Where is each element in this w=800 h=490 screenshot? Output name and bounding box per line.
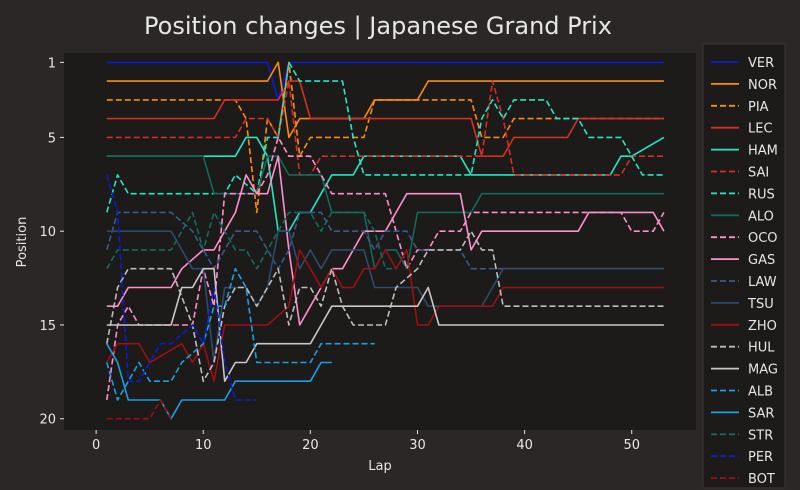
- series-line-pia: [106, 61, 664, 214]
- series-line-sar: [106, 343, 332, 420]
- legend-label-hul: HUL: [748, 341, 775, 356]
- y-tick-label: 5: [48, 131, 56, 146]
- y-axis-label: Position: [15, 217, 30, 268]
- legend-label-zho: ZHO: [748, 319, 777, 334]
- series-line-alb: [106, 267, 375, 401]
- legend-label-alb: ALB: [748, 385, 773, 400]
- y-tick-label: 20: [39, 413, 56, 428]
- legend-label-tsu: TSU: [747, 297, 774, 312]
- legend-label-per: PER: [748, 450, 773, 465]
- series-line-mag: [106, 267, 664, 383]
- y-tick-label: 10: [39, 225, 56, 240]
- series-line-lec: [106, 80, 664, 157]
- series-line-oco: [106, 136, 665, 401]
- chart-title: Position changes | Japanese Grand Prix: [144, 12, 612, 40]
- x-tick-label: 50: [623, 438, 640, 453]
- legend-label-lec: LEC: [748, 122, 773, 137]
- x-tick-label: 10: [195, 438, 212, 453]
- series-line-law: [106, 211, 664, 270]
- y-tick-label: 1: [48, 56, 56, 71]
- x-tick-label: 20: [302, 438, 319, 453]
- y-tick-label: 15: [39, 319, 56, 334]
- legend-label-nor: NOR: [748, 78, 777, 93]
- series-line-sai: [106, 80, 664, 176]
- legend-label-bot: BOT: [748, 472, 775, 487]
- legend-label-oco: OCO: [748, 231, 778, 246]
- legend: VER NOR PIA LEC HAM SAI RUS ALO OCO GAS LAW TSU ZHO H…: [702, 43, 786, 489]
- legend-label-mag: MAG: [748, 363, 778, 378]
- series-line-str: [106, 211, 397, 270]
- legend-label-pia: PIA: [748, 100, 769, 115]
- x-tick-label: 0: [92, 438, 100, 453]
- series-line-per: [106, 174, 257, 401]
- legend-label-sai: SAI: [748, 166, 769, 181]
- legend-box: [702, 43, 786, 489]
- plot-area: [64, 53, 696, 430]
- series-line-rus: [106, 61, 664, 213]
- legend-label-rus: RUS: [748, 187, 775, 202]
- legend-label-gas: GAS: [748, 253, 775, 268]
- x-tick-label: 40: [516, 438, 533, 453]
- legend-label-str: STR: [748, 428, 773, 443]
- series-line-hul: [106, 230, 664, 383]
- legend-label-sar: SAR: [748, 406, 774, 421]
- series-line-zho: [106, 249, 664, 383]
- x-tick-label: 30: [409, 438, 426, 453]
- legend-label-ver: VER: [748, 56, 774, 71]
- series-line-bot: [106, 399, 172, 420]
- legend-label-law: LAW: [748, 275, 777, 290]
- series-lines: [106, 61, 665, 420]
- x-axis-label: Lap: [368, 459, 391, 474]
- legend-label-ham: HAM: [748, 144, 778, 159]
- legend-label-alo: ALO: [748, 209, 774, 224]
